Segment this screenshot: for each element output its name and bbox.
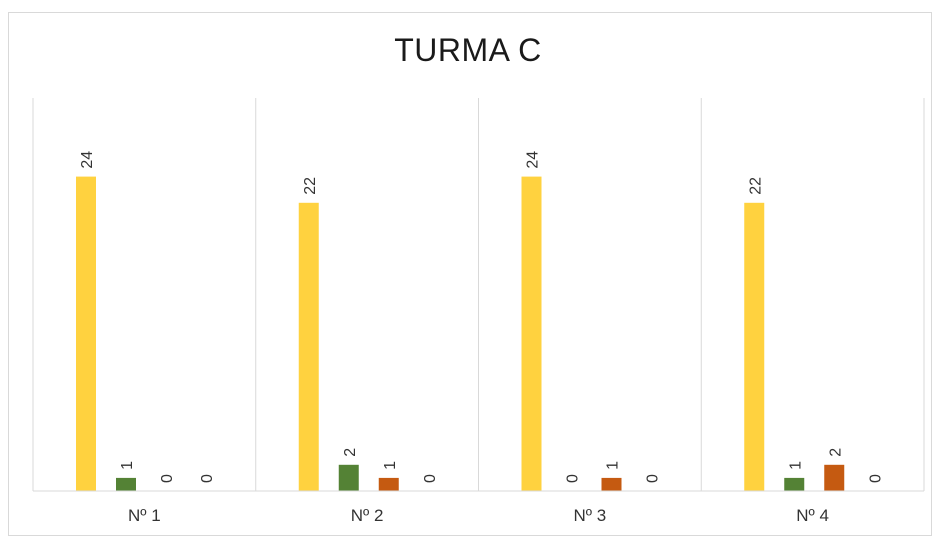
chart-title: TURMA C — [394, 32, 542, 68]
data-label: 1 — [605, 461, 622, 470]
bar — [521, 176, 542, 491]
bar — [116, 477, 136, 491]
data-label: 1 — [119, 461, 136, 470]
bar — [338, 464, 359, 491]
bar — [378, 477, 399, 491]
data-label: 24 — [525, 151, 542, 169]
data-label: 0 — [867, 474, 884, 483]
data-label: 0 — [422, 474, 439, 483]
data-label: 22 — [747, 177, 764, 195]
data-label: 1 — [787, 461, 804, 470]
bar — [298, 202, 319, 492]
x-tick-labels-group: Nº 1 Nº 2 Nº 3 Nº 4 — [128, 506, 829, 525]
x-tick-label: Nº 3 — [574, 506, 607, 525]
chart-frame — [8, 12, 932, 536]
bar — [601, 477, 622, 491]
bar — [784, 477, 805, 491]
bar — [824, 464, 845, 491]
data-label: 2 — [342, 448, 359, 457]
bars-group — [76, 176, 845, 492]
data-label: 24 — [79, 151, 96, 169]
x-tick-label: Nº 2 — [351, 506, 384, 525]
data-label: 0 — [159, 474, 176, 483]
data-label: 22 — [302, 177, 319, 195]
data-label: 2 — [827, 448, 844, 457]
data-label: 0 — [565, 474, 582, 483]
data-label: 0 — [199, 474, 216, 483]
x-tick-label: Nº 4 — [796, 506, 829, 525]
category-separators — [32, 98, 925, 491]
data-label: 0 — [645, 474, 662, 483]
x-tick-label: Nº 1 — [128, 506, 161, 525]
data-label: 1 — [382, 461, 399, 470]
bar — [76, 176, 96, 491]
bar — [744, 202, 765, 492]
